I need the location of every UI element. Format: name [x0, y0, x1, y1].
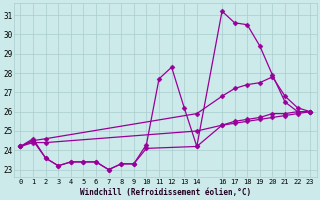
- X-axis label: Windchill (Refroidissement éolien,°C): Windchill (Refroidissement éolien,°C): [80, 188, 251, 197]
